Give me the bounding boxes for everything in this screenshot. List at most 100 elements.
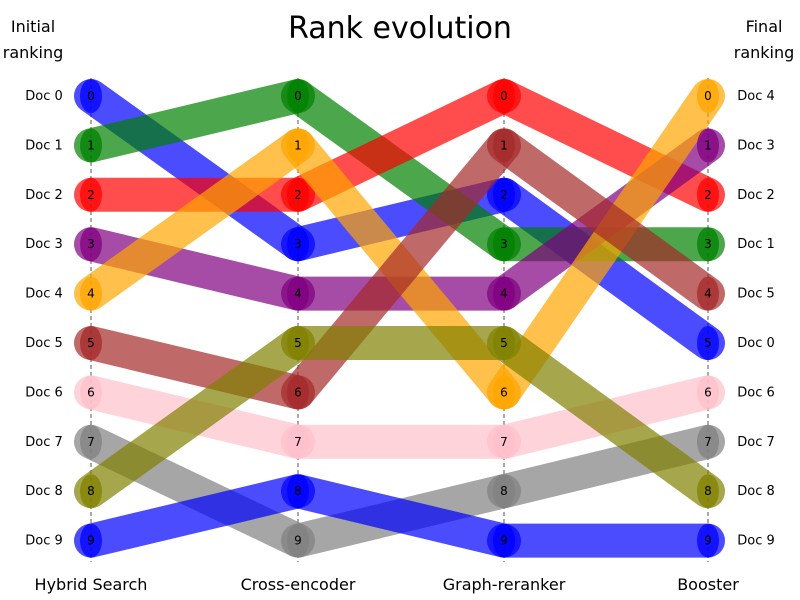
- rank-number-doc-3-stage-0: 3: [87, 237, 95, 251]
- rank-number-doc-0-stage-0: 0: [87, 89, 95, 103]
- rank-number-doc-2-stage-0: 2: [87, 188, 95, 202]
- rank-number-doc-8-stage-0: 8: [87, 484, 95, 498]
- rank-node-doc-7-stage-2: [493, 474, 515, 509]
- rank-number-doc-6-stage-1: 7: [294, 435, 302, 449]
- rank-node-doc-0-stage-1: [287, 227, 309, 262]
- rank-number-doc-2-stage-1: 2: [294, 188, 302, 202]
- initial-ranking-label-8: Doc 8: [25, 484, 63, 499]
- rank-node-doc-4-stage-1: [287, 128, 309, 163]
- rank-node-doc-3-stage-0: [80, 227, 102, 262]
- rank-node-doc-3-stage-1: [287, 276, 309, 311]
- stage-label-0: Hybrid Search: [35, 575, 148, 594]
- rank-node-doc-4-stage-3: [697, 79, 719, 113]
- initial-ranking-title-line2: ranking: [3, 43, 64, 62]
- rank-node-doc-2-stage-0: [80, 177, 102, 212]
- rank-number-doc-9-stage-0: 9: [87, 534, 95, 548]
- rank-node-doc-8-stage-0: [80, 474, 102, 509]
- rank-node-doc-5-stage-3: [697, 276, 719, 311]
- stage-labels: Hybrid Search Cross-encoder Graph-reranker…: [35, 575, 740, 594]
- initial-ranking-label-6: Doc 6: [25, 385, 63, 400]
- rank-number-doc-3-stage-2: 4: [500, 287, 508, 301]
- initial-ranking-label-3: Doc 3: [25, 237, 63, 252]
- rank-node-doc-0-stage-0: [80, 79, 102, 113]
- final-ranking-label-7: Doc 7: [737, 435, 775, 450]
- rank-number-doc-7-stage-1: 9: [294, 534, 302, 548]
- rank-node-doc-4-stage-2: [493, 375, 515, 410]
- rank-node-doc-2-stage-3: [697, 177, 719, 212]
- initial-ranking-label-2: Doc 2: [25, 188, 63, 203]
- stage-label-3: Booster: [677, 575, 739, 594]
- rank-number-doc-7-stage-3: 7: [704, 435, 712, 449]
- rank-number-doc-7-stage-0: 7: [87, 435, 95, 449]
- rank-number-doc-5-stage-3: 4: [704, 287, 712, 301]
- rank-node-doc-5-stage-1: [287, 375, 309, 410]
- band-doc-8-segment-0: [74, 326, 315, 509]
- rank-node-doc-9-stage-3: [697, 523, 719, 558]
- rank-node-doc-3-stage-2: [493, 276, 515, 311]
- rank-number-doc-3-stage-1: 4: [294, 287, 302, 301]
- rank-node-doc-1-stage-0: [80, 128, 102, 163]
- rank-node-doc-8-stage-2: [493, 326, 515, 360]
- band-doc-5-segment-2: [487, 128, 725, 311]
- rank-node-doc-9-stage-1: [287, 474, 309, 509]
- final-ranking-label-3: Doc 1: [737, 237, 775, 252]
- rank-number-doc-9-stage-3: 9: [704, 534, 712, 548]
- rank-node-doc-6-stage-0: [80, 375, 102, 410]
- band-doc-4-segment-2: [487, 79, 725, 410]
- rank-node-doc-4-stage-0: [80, 276, 102, 311]
- rank-node-doc-1-stage-3: [697, 227, 719, 262]
- rank-number-doc-1-stage-3: 3: [704, 237, 712, 251]
- initial-ranking-labels: Doc 0 Doc 1 Doc 2 Doc 3 Doc 4 Doc 5 Doc 6 Doc 7…: [25, 89, 63, 549]
- initial-ranking-label-7: Doc 7: [25, 435, 63, 450]
- rank-node-doc-6-stage-3: [697, 375, 719, 410]
- rank-number-doc-7-stage-2: 8: [500, 484, 508, 498]
- final-ranking-label-0: Doc 4: [737, 89, 775, 104]
- initial-ranking-label-9: Doc 9: [25, 534, 63, 549]
- rank-node-doc-7-stage-0: [80, 424, 102, 459]
- rank-node-doc-9-stage-0: [80, 523, 102, 558]
- rank-number-doc-0-stage-1: 3: [294, 237, 302, 251]
- band-doc-8-segment-2: [487, 326, 725, 509]
- band-doc-1-segment-1: [281, 79, 521, 262]
- rank-node-doc-2-stage-2: [493, 79, 515, 113]
- rank-number-doc-6-stage-2: 7: [500, 435, 508, 449]
- rank-node-doc-9-stage-2: [493, 523, 515, 558]
- stage-label-2: Graph-reranker: [443, 575, 566, 594]
- rank-node-doc-0-stage-2: [493, 177, 515, 212]
- rank-node-doc-7-stage-3: [697, 424, 719, 459]
- rank-node-doc-1-stage-2: [493, 227, 515, 262]
- rank-node-doc-7-stage-1: [287, 523, 309, 558]
- final-ranking-label-9: Doc 9: [737, 534, 775, 549]
- stage-label-1: Cross-encoder: [241, 575, 356, 594]
- final-ranking-labels: Doc 4 Doc 3 Doc 2 Doc 1 Doc 5 Doc 0 Doc 6 Doc 7…: [737, 89, 775, 549]
- chart-title: Rank evolution: [288, 11, 512, 46]
- final-ranking-label-6: Doc 6: [737, 385, 775, 400]
- initial-ranking-label-4: Doc 4: [25, 287, 63, 302]
- final-ranking-title-line1: Final: [746, 17, 783, 36]
- rank-node-doc-6-stage-2: [493, 424, 515, 459]
- final-ranking-label-1: Doc 3: [737, 138, 775, 153]
- final-ranking-label-2: Doc 2: [737, 188, 775, 203]
- rank-nodes: 0 3 2 5 1 0 3 3 2 2 0 2 3 4 4 1 4 1 6 0 5 6 1 4 6 7 7 6 7 9 8 7 8 5 5 8 9 8 9 9: [80, 79, 719, 558]
- rank-node-doc-3-stage-3: [697, 128, 719, 163]
- rank-node-doc-5-stage-2: [493, 128, 515, 163]
- rank-number-doc-5-stage-2: 1: [500, 138, 508, 152]
- rank-number-doc-5-stage-0: 5: [87, 336, 95, 350]
- initial-ranking-label-1: Doc 1: [25, 138, 63, 153]
- rank-number-doc-4-stage-2: 6: [500, 385, 508, 399]
- rank-number-doc-1-stage-2: 3: [500, 237, 508, 251]
- rank-bands: [74, 79, 725, 558]
- rank-number-doc-6-stage-3: 6: [704, 385, 712, 399]
- rank-node-doc-1-stage-1: [287, 79, 309, 113]
- band-doc-9-segment-1: [281, 474, 521, 558]
- rank-number-doc-0-stage-3: 5: [704, 336, 712, 350]
- rank-number-doc-8-stage-1: 5: [294, 336, 302, 350]
- final-ranking-label-4: Doc 5: [737, 287, 775, 302]
- rank-number-doc-0-stage-2: 2: [500, 188, 508, 202]
- band-doc-4-segment-0: [74, 128, 315, 311]
- initial-ranking-label-0: Doc 0: [25, 89, 63, 104]
- rank-number-doc-2-stage-2: 0: [500, 89, 508, 103]
- initial-ranking-title-line1: Initial: [11, 17, 55, 36]
- rank-node-doc-0-stage-3: [697, 326, 719, 360]
